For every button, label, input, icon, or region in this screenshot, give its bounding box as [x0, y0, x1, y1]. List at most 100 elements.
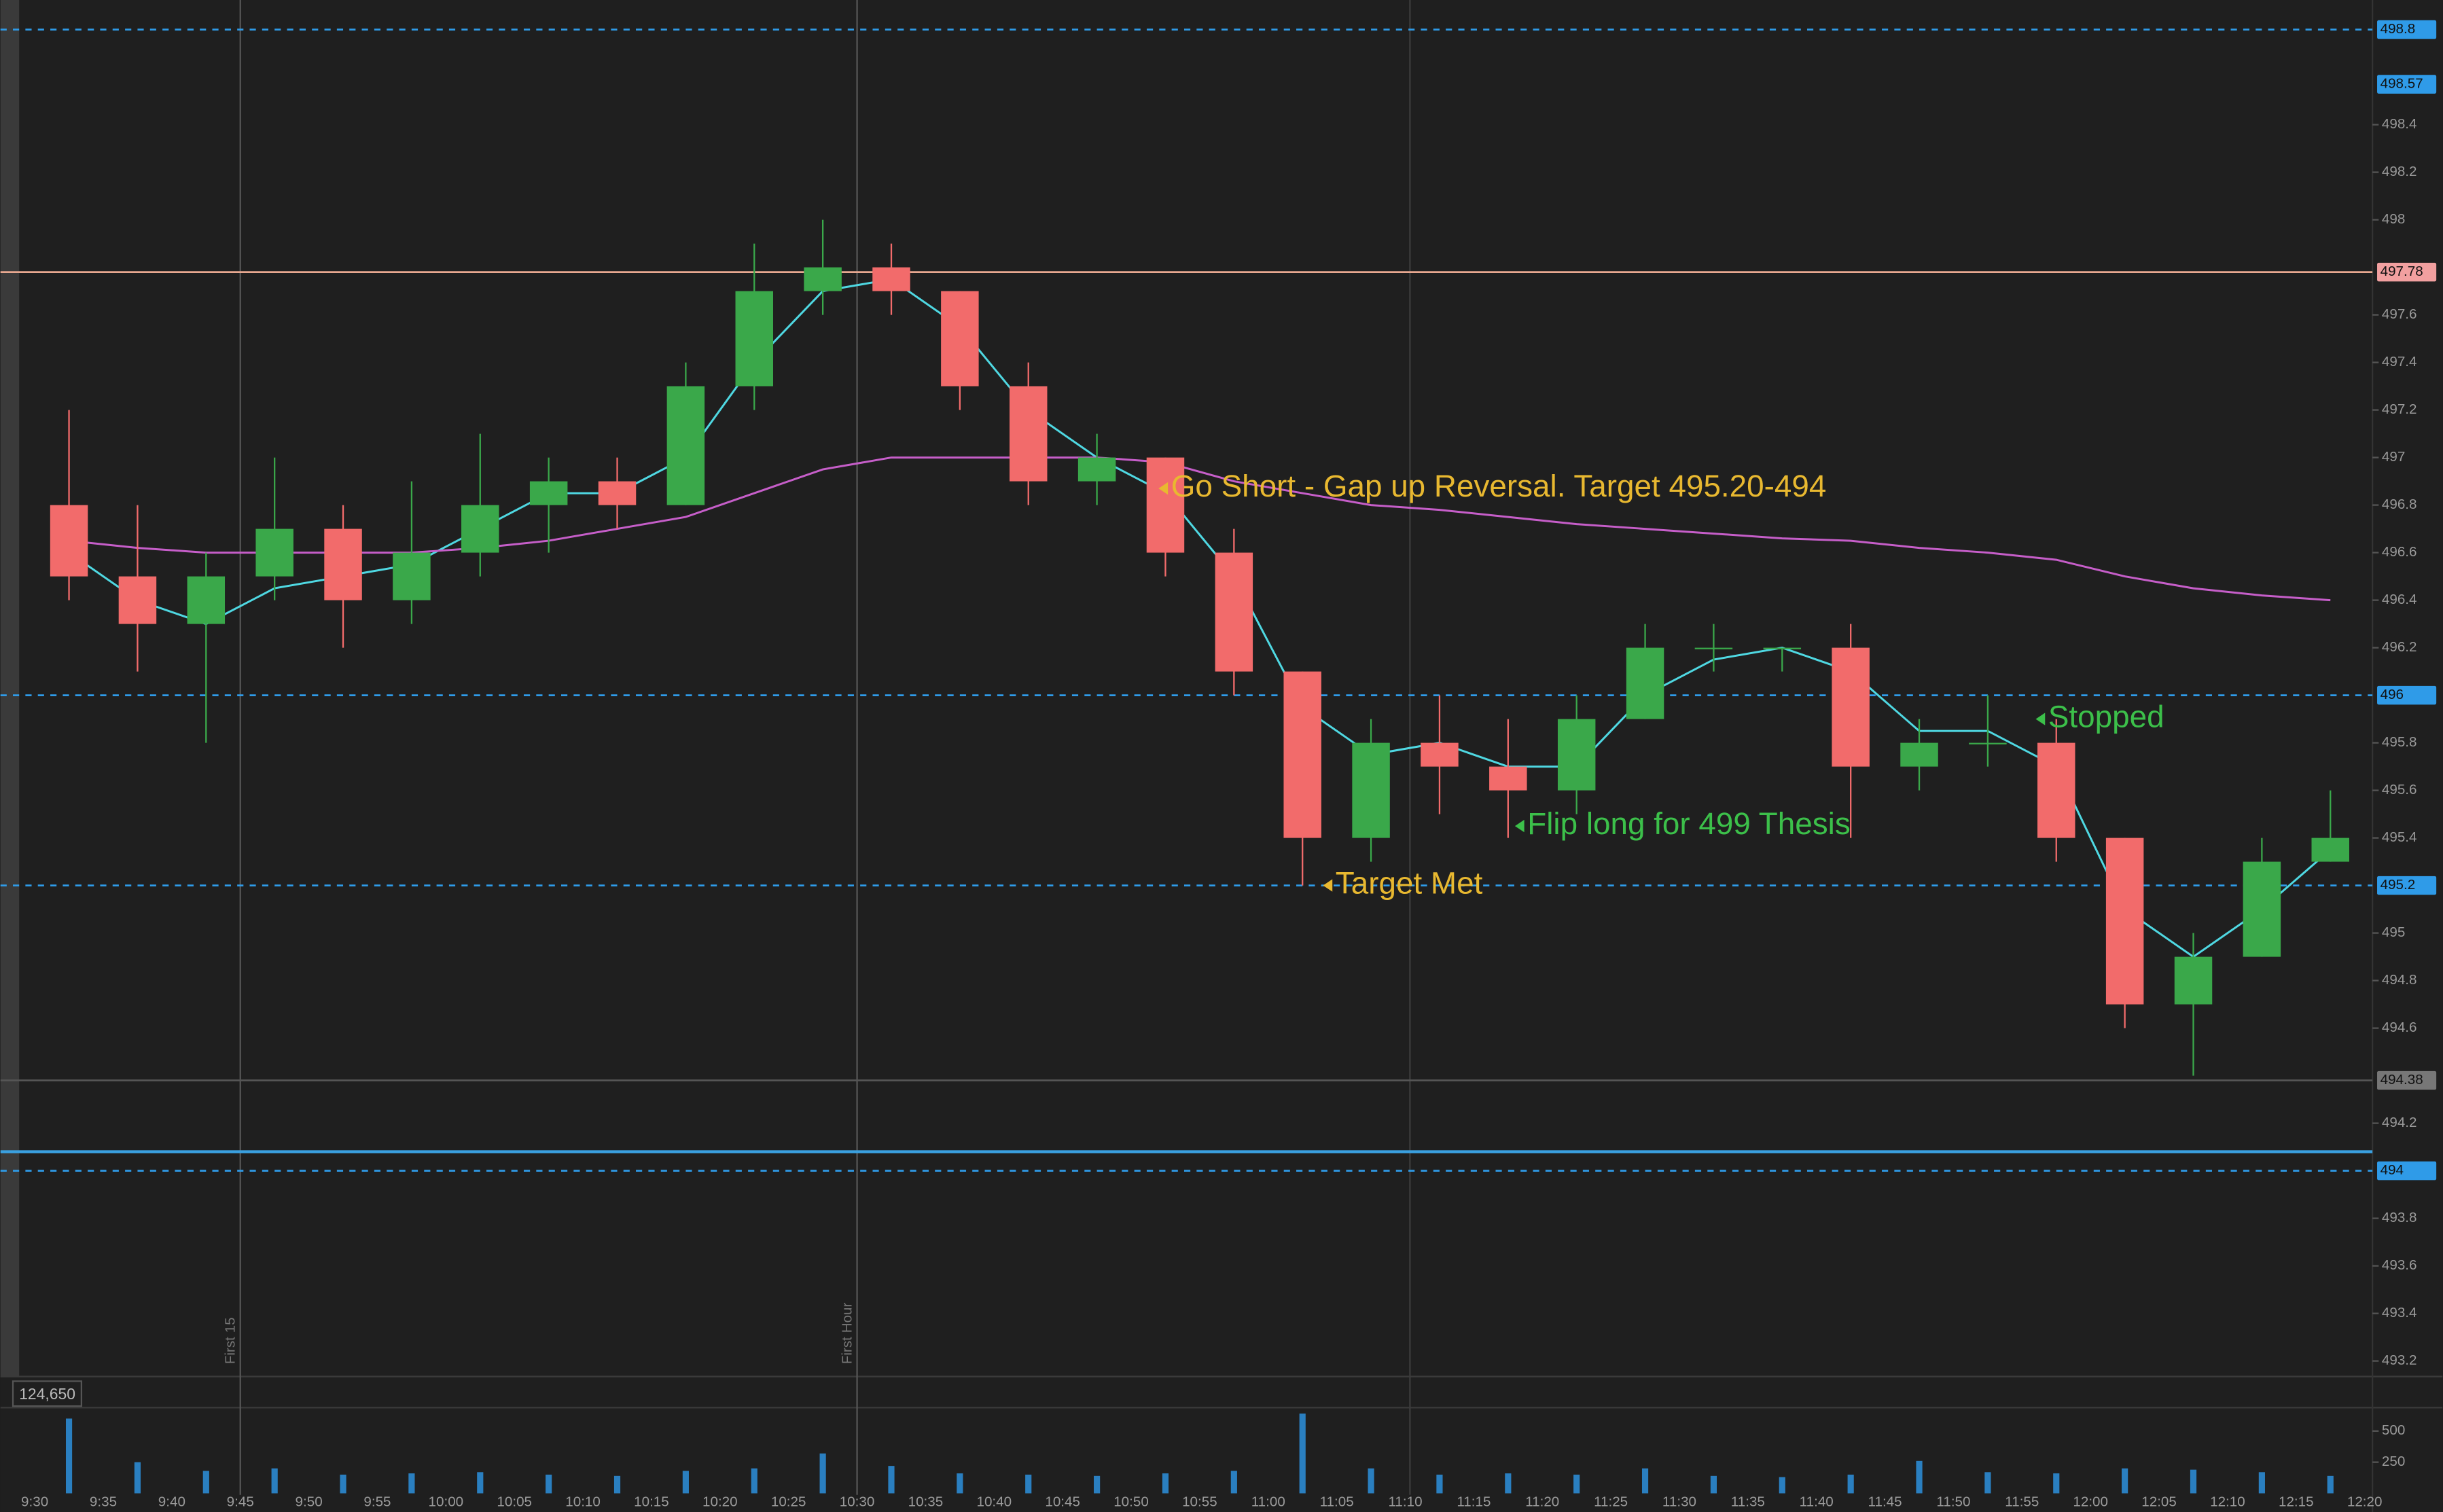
- price-badge: [2377, 262, 2437, 282]
- candle-body: [393, 552, 431, 600]
- x-tick-label: 10:15: [634, 1494, 669, 1510]
- candle-body: [187, 576, 226, 624]
- y-tick-label: 494.6: [2382, 1020, 2417, 1035]
- volume-bar: [2258, 1472, 2265, 1494]
- x-tick-label: 10:45: [1045, 1494, 1080, 1510]
- y-tick-label: 497.4: [2382, 354, 2417, 370]
- candle-body: [529, 481, 568, 505]
- y-tick-label: 497.6: [2382, 306, 2417, 322]
- volume-bar: [888, 1466, 895, 1494]
- volume-bar: [1436, 1474, 1443, 1494]
- y-tick-label: 497.2: [2382, 401, 2417, 417]
- candle-body: [2037, 742, 2075, 838]
- x-tick-label: 11:40: [1800, 1494, 1834, 1510]
- y-tick-label: 493.8: [2382, 1210, 2417, 1225]
- volume-tick-label: 500: [2382, 1422, 2405, 1438]
- annotation-pointer: [1158, 482, 1169, 495]
- candle-body: [666, 386, 705, 505]
- price-badge-label: 495.2: [2380, 877, 2416, 893]
- x-tick-label: 11:30: [1662, 1494, 1696, 1510]
- candle-body: [1969, 742, 2007, 744]
- candle-body: [598, 481, 637, 505]
- volume-bar: [1299, 1414, 1306, 1494]
- x-tick-label: 10:35: [908, 1494, 944, 1510]
- volume-bar: [1505, 1473, 1512, 1494]
- volume-bar: [2190, 1469, 2197, 1494]
- volume-bar: [65, 1418, 73, 1494]
- volume-bar: [1710, 1475, 1717, 1494]
- y-tick-label: 495.4: [2382, 829, 2417, 845]
- y-tick-label: 493.4: [2382, 1305, 2417, 1320]
- x-tick-label: 9:50: [296, 1494, 323, 1510]
- volume-bar: [2053, 1473, 2060, 1494]
- price-badge-label: 498.57: [2380, 76, 2423, 92]
- annotation: Flip long for 499 Thesis: [1527, 806, 1851, 841]
- annotation: Go Short - Gap up Reversal. Target 495.2…: [1171, 469, 1827, 503]
- x-tick-label: 9:55: [363, 1494, 391, 1510]
- x-tick-label: 10:55: [1182, 1494, 1217, 1510]
- volume-bar: [751, 1468, 757, 1494]
- volume-bar: [134, 1462, 141, 1494]
- candle-body: [324, 528, 362, 600]
- volume-bar: [1779, 1477, 1785, 1494]
- volume-bar: [340, 1474, 346, 1494]
- price-badge-label: 498.8: [2380, 21, 2416, 37]
- volume-bar: [613, 1475, 621, 1494]
- volume-bar: [1094, 1475, 1101, 1494]
- annotation-pointer: [1514, 819, 1524, 833]
- x-tick-label: 12:15: [2279, 1494, 2314, 1510]
- price-badge: [2377, 1161, 2437, 1181]
- volume-bar: [1162, 1473, 1169, 1494]
- y-tick-label: 494.8: [2382, 972, 2417, 988]
- x-tick-label: 10:00: [429, 1494, 464, 1510]
- indicator-line: [68, 278, 2332, 958]
- candle-body: [1077, 457, 1116, 482]
- volume-bar: [1847, 1474, 1854, 1494]
- volume-bar: [682, 1471, 689, 1494]
- y-tick-label: 495.8: [2382, 734, 2417, 750]
- session-marker-label: First 15: [222, 1317, 238, 1364]
- x-tick-label: 9:35: [90, 1494, 117, 1510]
- candle-body: [735, 291, 773, 386]
- volume-bar: [546, 1474, 552, 1494]
- candle-body: [804, 267, 842, 291]
- volume-bar: [957, 1473, 963, 1494]
- candle-body: [461, 505, 499, 553]
- price-badge: [2377, 685, 2437, 705]
- candle-body: [50, 505, 88, 577]
- x-tick-label: 9:30: [21, 1494, 48, 1510]
- candle-body: [1215, 552, 1253, 672]
- x-tick-label: 11:05: [1320, 1494, 1354, 1510]
- price-badge: [2377, 75, 2437, 94]
- volume-bar: [408, 1473, 415, 1494]
- volume-bar: [1916, 1460, 1923, 1494]
- x-tick-label: 9:40: [158, 1494, 185, 1510]
- candle-body: [2105, 838, 2144, 1005]
- volume-bar: [819, 1453, 826, 1494]
- y-tick-label: 498.2: [2382, 164, 2417, 179]
- volume-bar: [477, 1472, 484, 1494]
- y-tick-label: 495: [2382, 924, 2405, 940]
- price-badge-label: 494: [2380, 1162, 2404, 1178]
- x-tick-label: 11:35: [1731, 1494, 1765, 1510]
- y-tick-label: 496.2: [2382, 639, 2417, 655]
- volume-bar: [2327, 1475, 2334, 1494]
- x-tick-label: 10:10: [565, 1494, 601, 1510]
- x-tick-label: 11:50: [1936, 1494, 1970, 1510]
- x-tick-label: 11:25: [1594, 1494, 1628, 1510]
- volume-bar: [1573, 1474, 1580, 1494]
- candle-body: [2311, 838, 2349, 862]
- y-tick-label: 494.2: [2382, 1115, 2417, 1130]
- volume-bar: [1025, 1474, 1032, 1494]
- price-badge: [2377, 876, 2437, 895]
- price-badge: [2377, 20, 2437, 39]
- volume-bar: [202, 1471, 209, 1494]
- y-tick-label: 493.2: [2382, 1352, 2417, 1368]
- candle-body: [1283, 671, 1321, 838]
- candle-body: [1832, 647, 1870, 767]
- y-tick-label: 496.4: [2382, 592, 2417, 607]
- candle-body: [1557, 719, 1596, 791]
- y-tick-label: 498: [2382, 211, 2405, 227]
